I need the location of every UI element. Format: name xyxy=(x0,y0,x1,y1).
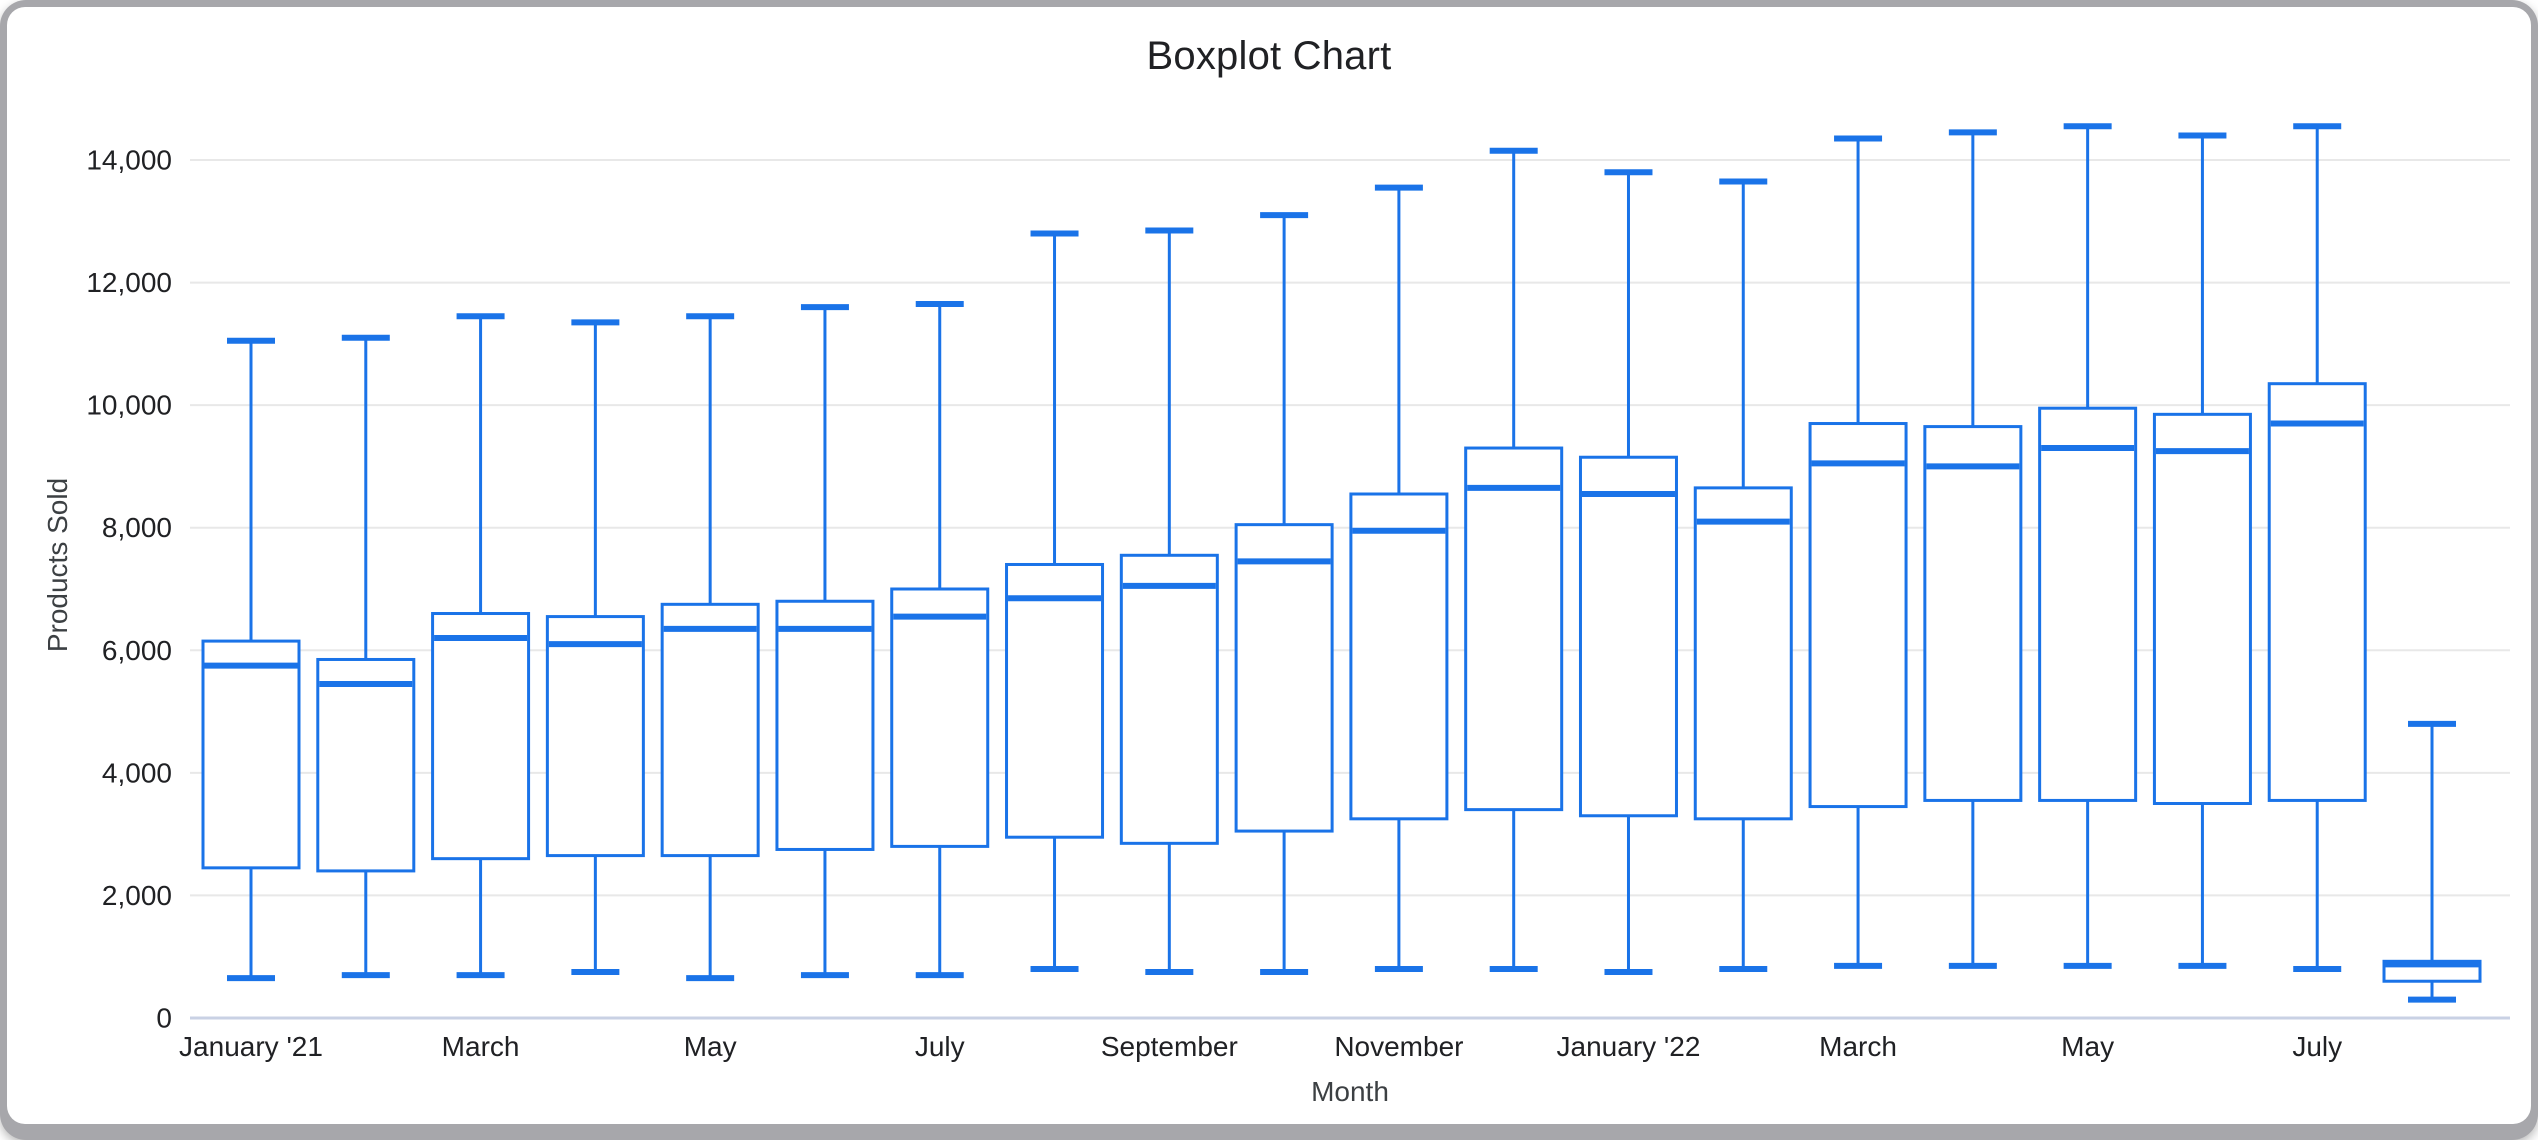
x-axis-title: Month xyxy=(1311,1076,1389,1107)
y-tick-label: 8,000 xyxy=(102,512,172,543)
boxplot-4-april[interactable] xyxy=(545,319,645,976)
boxplot-16-april[interactable] xyxy=(1923,129,2023,969)
boxplot-19-july[interactable] xyxy=(2267,123,2367,972)
y-axis-title: Products Sold xyxy=(42,477,73,653)
boxplot-18-june[interactable] xyxy=(2152,132,2252,969)
boxplot-2-february[interactable] xyxy=(316,334,416,979)
x-tick-label: March xyxy=(442,1031,520,1062)
boxplot-20-august[interactable] xyxy=(2382,720,2482,1003)
boxplot-6-june[interactable] xyxy=(775,304,875,979)
boxplot-11-november[interactable] xyxy=(1349,184,1449,972)
boxplot-3-march[interactable] xyxy=(431,313,531,979)
boxplot-8-august[interactable] xyxy=(1005,230,1105,972)
y-tick-label: 2,000 xyxy=(102,880,172,911)
y-tick-label: 10,000 xyxy=(86,390,172,421)
x-tick-label: September xyxy=(1101,1031,1238,1062)
boxplot-7-july[interactable] xyxy=(890,301,990,979)
chart-title: Boxplot Chart xyxy=(1146,34,1392,78)
y-tick-label: 0 xyxy=(156,1003,172,1034)
y-tick-label: 12,000 xyxy=(86,267,172,298)
x-tick-label: November xyxy=(1334,1031,1463,1062)
boxplot-15-march[interactable] xyxy=(1808,135,1908,969)
boxplot-13-january-22[interactable] xyxy=(1578,169,1678,976)
x-tick-label: July xyxy=(2292,1031,2342,1062)
boxplot-14-february[interactable] xyxy=(1693,178,1793,972)
x-tick-label: May xyxy=(684,1031,737,1062)
x-tick-label: May xyxy=(2061,1031,2114,1062)
y-tick-label: 4,000 xyxy=(102,757,172,788)
x-tick-label: January '21 xyxy=(179,1031,323,1062)
y-tick-label: 6,000 xyxy=(102,635,172,666)
y-tick-label: 14,000 xyxy=(86,145,172,176)
boxplot-12-december[interactable] xyxy=(1464,147,1564,972)
x-tick-label: January '22 xyxy=(1557,1031,1701,1062)
boxplot-10-october[interactable] xyxy=(1234,212,1334,976)
x-tick-label: July xyxy=(915,1031,965,1062)
boxplot-17-may[interactable] xyxy=(2038,123,2138,969)
boxplot-5-may[interactable] xyxy=(660,313,760,982)
boxplot-1-january-21[interactable] xyxy=(201,337,301,982)
boxplot-9-september[interactable] xyxy=(1119,227,1219,976)
x-tick-label: March xyxy=(1819,1031,1897,1062)
